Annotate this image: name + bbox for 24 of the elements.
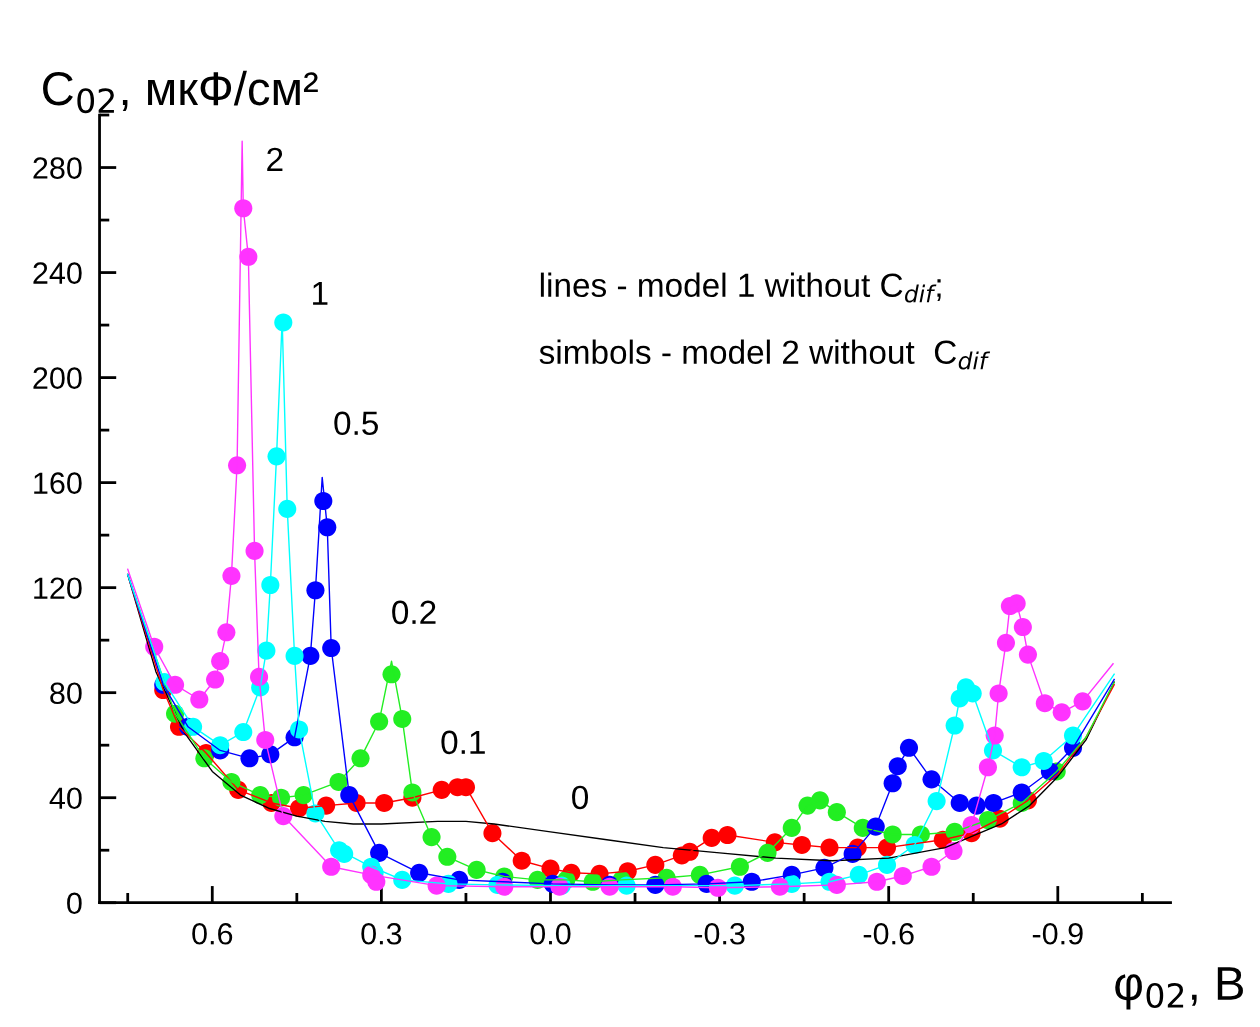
annotation: 0.2	[392, 600, 436, 625]
annotation: lines - model 1 without C$_{dif}$;	[540, 272, 941, 303]
annotation: 2	[267, 147, 283, 171]
y-tick-label: 200	[33, 367, 82, 389]
x-tick-label: 0.6	[192, 922, 233, 945]
annotation: 1	[313, 281, 328, 305]
x-tick-label: -0.9	[1032, 922, 1083, 945]
y-tick-label: 160	[34, 472, 82, 494]
annotation: simbols - model 2 without C$_{dif}$	[539, 339, 991, 370]
annotation: 0	[572, 785, 589, 810]
x-tick-label: -0.3	[694, 922, 745, 945]
x-tick-label: 0.0	[530, 922, 571, 945]
y-tick-label: 80	[50, 682, 82, 705]
y-tick-label: 120	[34, 577, 82, 600]
y-tick-label: 40	[49, 787, 82, 810]
annotation: 0.5	[334, 411, 378, 436]
y-tick-label: 280	[33, 157, 82, 179]
y-tick-label: 0	[67, 892, 82, 915]
annotation: 0.1	[441, 730, 485, 755]
y-axis-title: C$_{02}$, мкФ/см²	[43, 70, 318, 114]
y-tick-label: 240	[33, 262, 82, 284]
x-tick-label: 0.3	[361, 922, 402, 945]
x-tick-label: -0.6	[863, 922, 914, 945]
x-axis-title: φ$_{02}$, В	[1115, 967, 1243, 1010]
